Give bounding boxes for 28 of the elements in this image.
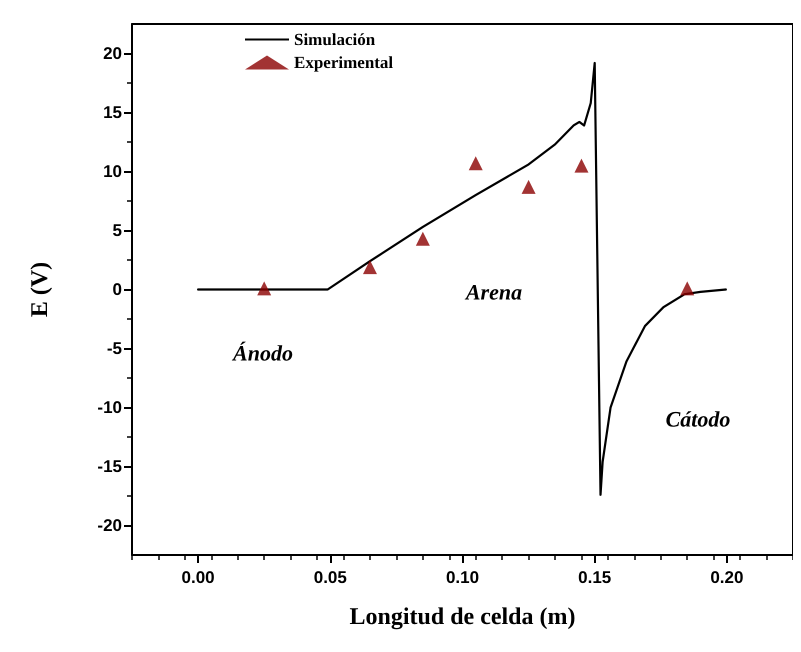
point bbox=[522, 180, 536, 194]
point bbox=[362, 260, 377, 274]
y-tick-label: 20 bbox=[103, 44, 122, 63]
point bbox=[468, 156, 483, 170]
y-tick-label: 5 bbox=[112, 221, 122, 240]
x-tick-label: 0.15 bbox=[578, 568, 612, 587]
y-tick-label: -5 bbox=[106, 339, 122, 358]
x-tick-label: 0.05 bbox=[314, 568, 347, 587]
annotation: Cátodo bbox=[666, 406, 730, 432]
y-tick-label: 10 bbox=[103, 162, 122, 181]
point bbox=[416, 232, 430, 246]
y-tick-label: -20 bbox=[97, 516, 122, 535]
legend-label: Simulación bbox=[294, 30, 376, 49]
y-tick-label: -10 bbox=[97, 398, 122, 417]
legend-label: Experimental bbox=[294, 53, 394, 72]
x-tick-label: 0.10 bbox=[446, 568, 480, 587]
y-tick-label: -15 bbox=[97, 457, 122, 476]
x-axis-title: Longitud de celda (m) bbox=[349, 604, 576, 630]
y-tick-label: 0 bbox=[112, 280, 122, 299]
annotation: Arena bbox=[464, 280, 522, 304]
y-tick-label: 15 bbox=[103, 103, 122, 122]
point bbox=[257, 281, 272, 296]
y-axis-title: E (V) bbox=[27, 262, 53, 318]
point bbox=[680, 281, 694, 296]
x-tick-label: 0.20 bbox=[710, 568, 744, 587]
x-tick-label: 0.00 bbox=[182, 568, 215, 587]
annotation: Ánodo bbox=[231, 340, 293, 366]
point bbox=[574, 158, 588, 173]
